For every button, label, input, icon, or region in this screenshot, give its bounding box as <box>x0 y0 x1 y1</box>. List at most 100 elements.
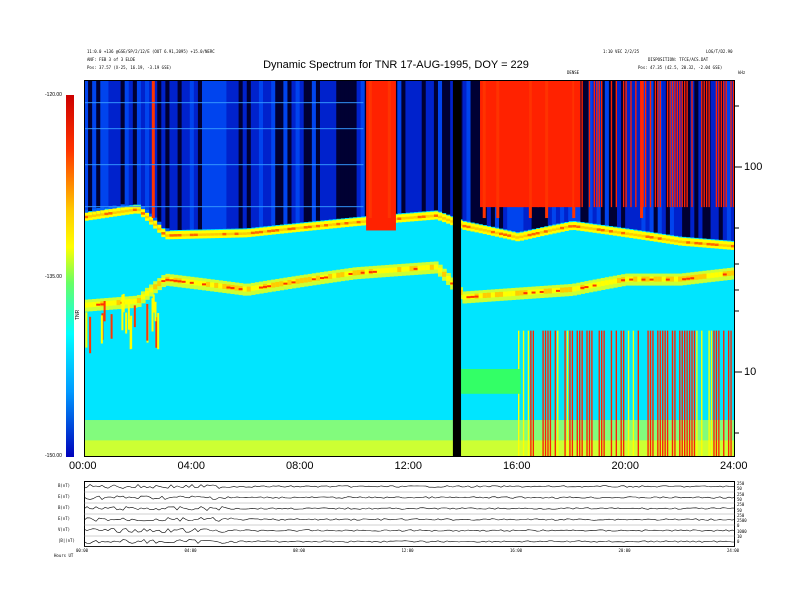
stripe-low <box>666 330 669 457</box>
plasma-line-lower-peak <box>722 273 728 276</box>
plasma-line-lower-peak <box>474 295 480 298</box>
stripe-high <box>596 80 598 208</box>
spectrum-upper-cell <box>206 80 211 230</box>
spectrum-upper-cell <box>88 80 93 212</box>
spectrum-upper-cell <box>271 80 276 226</box>
stripe-low <box>571 330 574 457</box>
plasma-line-lower-core <box>730 270 735 276</box>
plasma-line-lower-peak <box>173 279 179 282</box>
spectrum-upper-cell <box>405 80 411 213</box>
plasma-line-lower-core <box>405 266 411 272</box>
stripe-low <box>586 330 588 457</box>
stripe-low <box>727 330 730 457</box>
plasma-line-lower-core <box>332 273 337 279</box>
stripe-high <box>601 80 603 208</box>
plasma-line-upper-core <box>181 233 187 237</box>
plasma-line-lower-peak <box>580 286 586 289</box>
plasma-line-lower-core <box>442 271 447 277</box>
plasma-line-lower-core <box>385 267 390 273</box>
plasma-line-lower-core <box>507 291 512 297</box>
plasma-line-upper-core <box>328 223 333 227</box>
plasma-line-lower-core <box>222 283 228 289</box>
stripe-high <box>625 80 627 208</box>
stripe-high <box>674 80 676 208</box>
plasma-line-lower-core <box>429 264 435 270</box>
plasma-line-upper-core <box>104 212 110 216</box>
spectrum-upper-cell <box>283 80 289 225</box>
spectrum-upper-cell <box>462 80 468 221</box>
plasma-line-upper-core <box>222 232 228 236</box>
stripe-high <box>635 80 637 208</box>
plasma-line-lower-core <box>401 266 407 272</box>
plasma-line-lower-core <box>356 270 362 276</box>
plasma-line-upper-core <box>482 229 488 232</box>
stripe-low-yellow <box>527 330 530 457</box>
stripe-low <box>591 330 593 457</box>
stripe-low-yellow <box>522 330 525 457</box>
plasma-line-lower-core <box>535 289 541 295</box>
stripe-high <box>691 80 693 208</box>
plasma-line-upper-core <box>360 220 366 224</box>
plasma-line-lower-core <box>299 278 305 284</box>
plasma-line-upper-core <box>608 230 614 233</box>
plasma-line-lower-core <box>657 276 663 282</box>
spectrum-upper-cell <box>173 80 179 231</box>
plasma-line-lower-peak <box>450 282 455 285</box>
panel-right-tick: 1000 <box>737 528 747 534</box>
plasma-line-lower-core <box>596 281 602 287</box>
plasma-line-lower-core <box>328 273 333 279</box>
spectrum-upper-cell <box>470 80 476 223</box>
plasma-line-lower-core <box>157 281 162 287</box>
spectrum-upper-cell <box>177 80 183 230</box>
plasma-line-upper-core <box>234 232 240 236</box>
plasma-line-upper-core <box>185 233 191 237</box>
spectrum-upper-cell <box>238 80 244 229</box>
spectrum-upper-cell <box>230 80 236 229</box>
stripe-low <box>664 330 666 457</box>
stripe-high <box>708 80 710 208</box>
panel-right-tick: 0 <box>737 523 740 529</box>
panel-x-tick: 00:00 <box>76 548 89 553</box>
stripe-low <box>547 330 549 457</box>
info-mid: DENSE <box>567 70 580 75</box>
plasma-line-lower-core <box>132 298 138 304</box>
plasma-line-upper-core <box>560 226 565 230</box>
plasma-line-upper-core <box>592 227 598 231</box>
x-tick-label: 08:00 <box>286 460 314 472</box>
stripe-high <box>559 80 561 208</box>
stripe-low <box>730 330 732 457</box>
stripe-low <box>615 330 618 457</box>
stripe-high <box>640 80 642 208</box>
type3-bursts <box>151 80 644 231</box>
plasma-line-upper-core <box>641 234 647 238</box>
plasma-line-upper-core <box>100 213 105 216</box>
stripe-high <box>671 80 674 208</box>
plasma-line-lower-core <box>149 287 154 293</box>
spectrogram-frame <box>84 80 735 457</box>
early-noise-streak <box>133 305 136 328</box>
spectrum-upper-cell <box>149 80 154 216</box>
plasma-line-upper-core <box>271 229 276 232</box>
plasma-line-lower-core <box>417 265 423 271</box>
panel-right-tick: 10 <box>737 534 742 539</box>
plasma-line-upper-core <box>511 235 516 238</box>
stripe-low <box>662 330 664 457</box>
plasma-line-upper-core <box>547 229 553 232</box>
stripe-low <box>693 330 696 457</box>
panel-row-label: B(nT) <box>58 505 71 510</box>
plasma-line-upper-core <box>295 226 301 230</box>
plasma-line-lower-peak <box>311 278 317 281</box>
plasma-line-upper-core <box>254 231 260 234</box>
plasma-line-upper-core <box>527 233 533 237</box>
panel-trace <box>84 539 735 544</box>
plasma-line-lower-core <box>425 265 431 271</box>
spectrum-upper-cell <box>324 80 329 221</box>
plasma-line-upper-core <box>413 216 419 219</box>
plasma-line-lower-core <box>612 278 618 284</box>
plasma-line-upper-core <box>214 233 219 236</box>
plasma-line-lower-core <box>560 287 565 293</box>
plasma-line-upper-core <box>88 215 93 218</box>
spectrum-upper-cell <box>429 80 435 211</box>
plasma-line-upper-core <box>405 216 411 220</box>
panel-row-label: E(nT) <box>58 494 71 499</box>
